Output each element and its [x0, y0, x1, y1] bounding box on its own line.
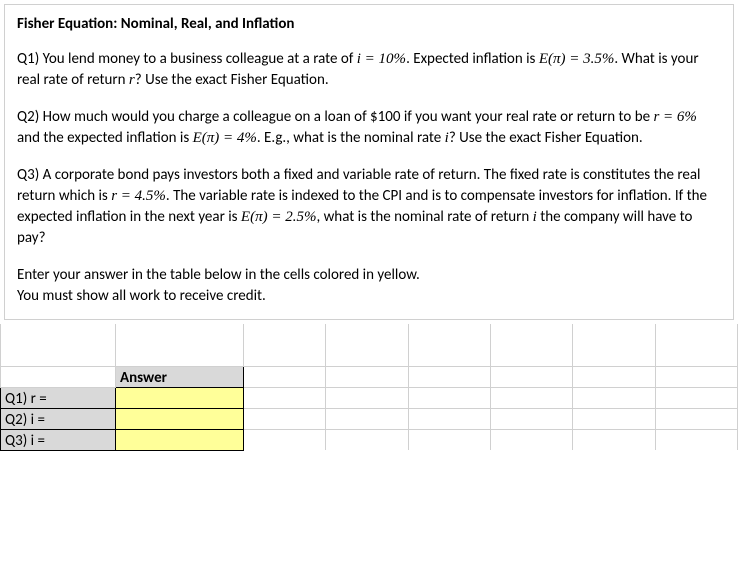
q3-eq1: r = 4.5% — [111, 188, 166, 204]
answer-cell-q3[interactable] — [116, 429, 244, 450]
q2-text-a: How much would you charge a colleague on… — [43, 108, 654, 126]
q1-eq1: i = 10% — [357, 51, 406, 67]
q3-eq2: E(π) = 2.5% — [241, 209, 317, 225]
question-1: Q1) You lend money to a business colleag… — [17, 49, 721, 91]
row-label-q3: Q3) i = — [1, 429, 116, 450]
q3-text-c: , what is the nominal rate of return — [316, 208, 532, 226]
answer-cell-q1[interactable] — [116, 387, 244, 408]
q1-text-b: . Expected inflation is — [406, 50, 539, 68]
question-3: Q3) A corporate bond pays investors both… — [17, 165, 721, 249]
q2-label: Q2) — [17, 108, 39, 126]
problem-statement-box: Fisher Equation: Nominal, Real, and Infl… — [4, 4, 734, 320]
q2-text-c: . E.g., what is the nominal rate — [257, 129, 445, 147]
instructions-line2: You must show all work to receive credit… — [17, 287, 266, 305]
q3-label: Q3) — [17, 166, 39, 184]
instructions: Enter your answer in the table below in … — [17, 265, 721, 307]
instructions-line1: Enter your answer in the table below in … — [17, 266, 420, 284]
grid-header-row: Answer — [1, 366, 738, 387]
grid-row-q1: Q1) r = — [1, 387, 738, 408]
grid-spacer-row — [1, 324, 738, 366]
q2-eq2: E(π) = 4% — [193, 130, 257, 146]
spreadsheet-area: Answer Q1) r = Q2) i = Q3) i = — [0, 324, 738, 451]
q2-text-d: ? Use the exact Fisher Equation. — [449, 129, 643, 147]
q2-text-b: and the expected inflation is — [17, 129, 193, 147]
q1-text-d: ? Use the exact Fisher Equation. — [135, 71, 329, 89]
answer-header-cell: Answer — [116, 366, 244, 387]
grid-row-q2: Q2) i = — [1, 408, 738, 429]
row-label-q1: Q1) r = — [1, 387, 116, 408]
question-2: Q2) How much would you charge a colleagu… — [17, 107, 721, 149]
q1-label: Q1) — [17, 50, 39, 68]
q1-text-a: You lend money to a business colleague a… — [43, 50, 357, 68]
grid-row-q3: Q3) i = — [1, 429, 738, 450]
q1-eq2: E(π) = 3.5% — [539, 51, 615, 67]
q2-eq1: r = 6% — [653, 109, 696, 125]
answer-grid: Answer Q1) r = Q2) i = Q3) i = — [0, 324, 738, 451]
row-label-q2: Q2) i = — [1, 408, 116, 429]
answer-cell-q2[interactable] — [116, 408, 244, 429]
page-title: Fisher Equation: Nominal, Real, and Infl… — [17, 15, 721, 33]
